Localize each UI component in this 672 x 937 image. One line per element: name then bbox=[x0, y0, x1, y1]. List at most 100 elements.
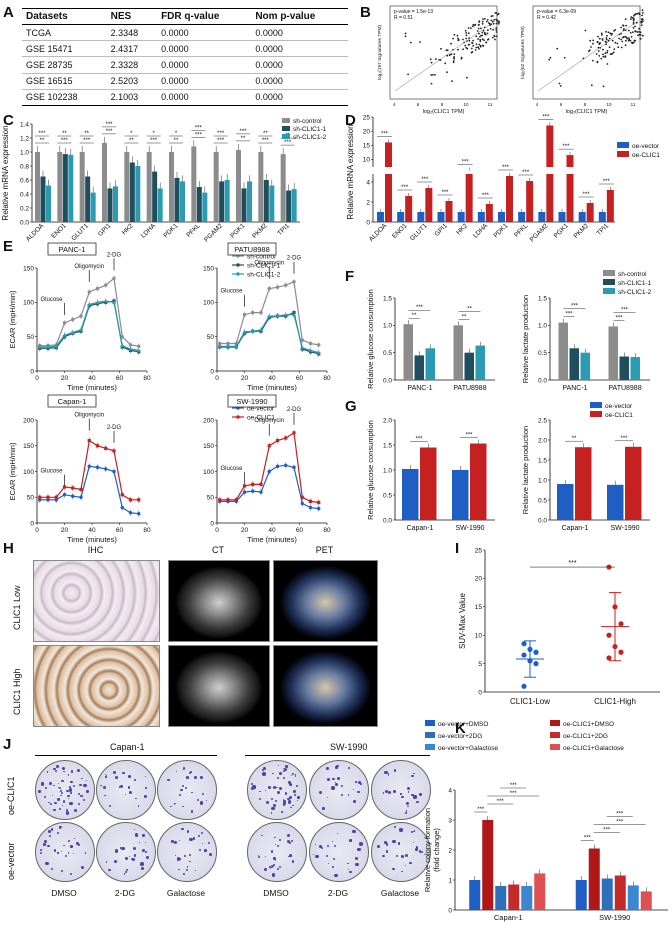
bar bbox=[146, 152, 152, 222]
colony bbox=[102, 786, 106, 790]
bar bbox=[425, 348, 435, 380]
bar-charts-g: 0.0 0.5 1.0 1.5 2.0 Relative glucose consumpt… bbox=[366, 402, 650, 532]
sig-stars: *** bbox=[415, 437, 423, 443]
sig-stars: ** bbox=[174, 138, 179, 144]
colony bbox=[262, 769, 265, 772]
data-marker bbox=[87, 290, 91, 294]
data-marker bbox=[37, 344, 42, 349]
ct-image bbox=[168, 645, 270, 727]
bar bbox=[403, 324, 413, 380]
scatter-point bbox=[471, 25, 474, 28]
bar bbox=[619, 356, 629, 380]
colony-dish bbox=[96, 760, 156, 820]
y-tick-label: 2 bbox=[366, 199, 370, 206]
colony bbox=[388, 791, 392, 795]
y-tick-label: 100 bbox=[203, 469, 214, 476]
table-cell: 0.0000 bbox=[251, 24, 348, 42]
colony bbox=[191, 791, 193, 794]
colony bbox=[405, 810, 407, 812]
data-marker bbox=[275, 285, 280, 289]
x-tick-label: 20 bbox=[61, 527, 69, 534]
scatter-point bbox=[494, 38, 496, 41]
annotation-label: Glucose bbox=[220, 466, 243, 472]
colony bbox=[67, 794, 70, 798]
annotation-label: Glucose bbox=[40, 297, 63, 303]
y-tick-label: 0.5 bbox=[538, 350, 547, 357]
row-label: CLIC1 Low bbox=[12, 585, 22, 630]
y-tick-label: 0.0 bbox=[383, 517, 392, 524]
sig-stars: *** bbox=[583, 192, 591, 198]
scatter-point bbox=[495, 35, 498, 38]
colony bbox=[261, 834, 263, 836]
scatter-point bbox=[464, 44, 467, 47]
x-tick-label: GLUT1 bbox=[409, 222, 429, 242]
scatter-point bbox=[475, 46, 478, 49]
scatter-point bbox=[452, 37, 454, 40]
colony bbox=[69, 786, 71, 788]
colony bbox=[61, 869, 64, 872]
data-marker bbox=[251, 489, 255, 493]
colony bbox=[295, 785, 298, 788]
colony bbox=[252, 785, 256, 789]
scatter-point bbox=[448, 54, 451, 57]
scatter-point bbox=[407, 73, 409, 76]
colony bbox=[274, 860, 276, 862]
table-header: Nom p-value bbox=[251, 8, 348, 25]
x-tick-label: 11 bbox=[631, 102, 636, 107]
colony bbox=[47, 844, 50, 848]
scatter-point bbox=[495, 22, 498, 25]
bar bbox=[558, 212, 566, 222]
scatter-point bbox=[471, 51, 474, 53]
scatter-point bbox=[429, 58, 432, 61]
data-marker bbox=[300, 338, 304, 342]
bar bbox=[79, 152, 85, 222]
x-tick-label: 20 bbox=[241, 527, 249, 534]
colony bbox=[105, 775, 107, 777]
y-tick-label: 15 bbox=[475, 604, 483, 611]
scatter-point bbox=[467, 32, 470, 35]
colony bbox=[193, 776, 197, 780]
colony bbox=[334, 873, 338, 878]
colony bbox=[144, 850, 148, 854]
legend-swatch bbox=[282, 118, 290, 123]
y-tick-label: 4 bbox=[366, 179, 370, 186]
colony bbox=[270, 866, 273, 869]
colony bbox=[65, 809, 68, 811]
scatter-point bbox=[605, 38, 608, 41]
x-tick-label: 60 bbox=[296, 527, 304, 534]
colony bbox=[64, 854, 68, 858]
sig-stars: *** bbox=[510, 791, 518, 797]
scatter-point bbox=[632, 19, 635, 22]
x-tick-label: PANC-1 bbox=[407, 385, 432, 392]
scatter-point bbox=[632, 27, 635, 29]
bar bbox=[40, 176, 46, 222]
y-tick-label: 50 bbox=[207, 334, 215, 341]
legend-swatch bbox=[282, 134, 290, 139]
scatter-point bbox=[598, 37, 601, 40]
table-cell: 0.0000 bbox=[157, 89, 252, 106]
scatter-point bbox=[451, 80, 453, 82]
x-tick-label: 0 bbox=[35, 527, 39, 534]
y-tick-label: 0.0 bbox=[20, 219, 29, 226]
scatter-point bbox=[487, 29, 489, 32]
x-tick-label: PDK1 bbox=[492, 222, 509, 239]
data-marker bbox=[79, 487, 83, 492]
colony bbox=[411, 831, 414, 834]
colony bbox=[407, 791, 410, 793]
colony bbox=[385, 843, 389, 846]
table-cell: GSE 102238 bbox=[22, 89, 107, 106]
legend-swatch bbox=[282, 126, 290, 131]
legend-swatch bbox=[603, 270, 615, 276]
colony bbox=[186, 866, 189, 868]
colony bbox=[392, 790, 396, 794]
colony bbox=[336, 764, 339, 768]
scatter-point bbox=[467, 27, 470, 29]
scatter-point bbox=[477, 38, 479, 40]
colony bbox=[415, 848, 418, 851]
scatter-point bbox=[485, 41, 488, 44]
scatter-point bbox=[472, 23, 475, 26]
data-marker bbox=[103, 298, 108, 303]
scatter-point bbox=[483, 31, 486, 34]
sig-stars: * bbox=[175, 131, 178, 137]
colony bbox=[288, 795, 292, 800]
